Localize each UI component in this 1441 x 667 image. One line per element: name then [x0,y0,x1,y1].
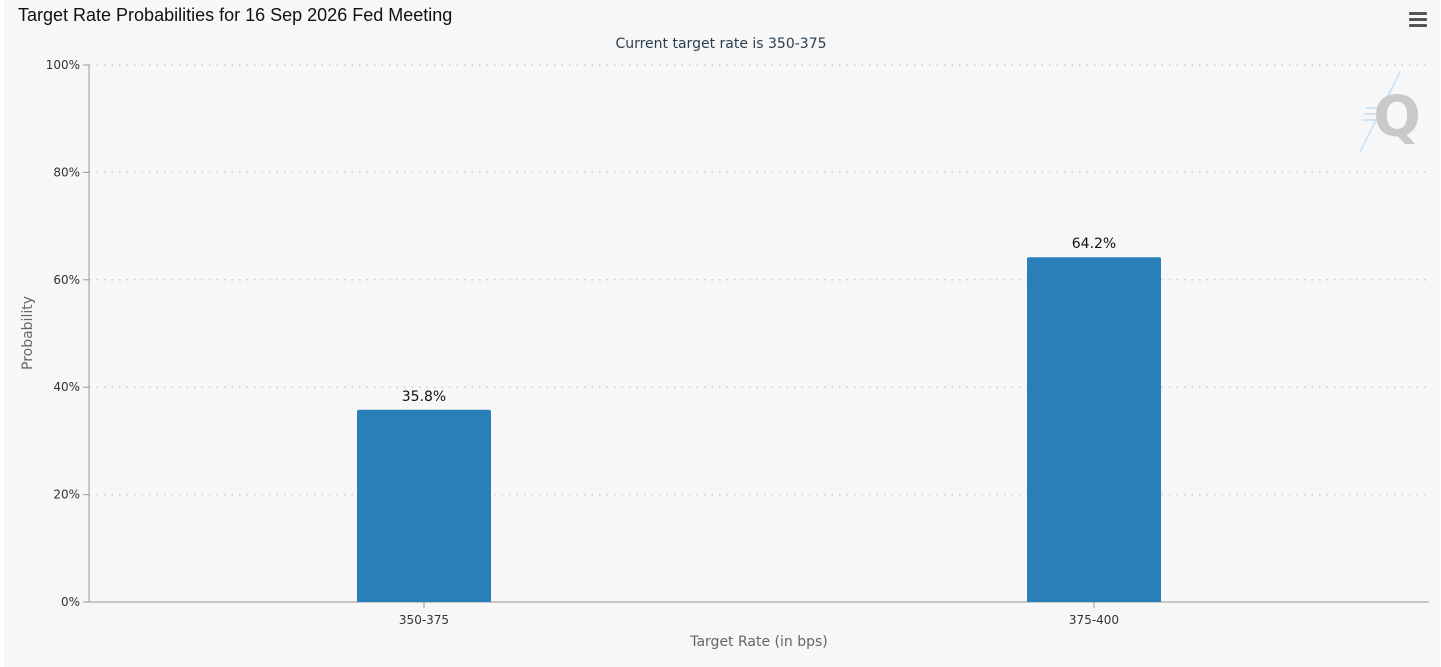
x-axis-title: Target Rate (in bps) [689,634,828,650]
y-tick-label: 20% [53,488,80,502]
labels: 0% 20% 40% 60% 80% 100% 35.8% 350-375 64.2% 375-4… [46,58,1119,627]
svg-text:Q: Q [1373,85,1421,150]
bar-350-375[interactable] [357,409,491,602]
bar-375-400[interactable] [1027,257,1161,602]
hamburger-menu-icon[interactable] [1406,8,1430,30]
data-label: 35.8% [402,389,446,405]
y-tick-label: 80% [53,165,80,179]
x-tick-label: 375-400 [1069,613,1119,627]
y-axis-title: Probability [20,296,36,370]
chart-title: Target Rate Probabilities for 16 Sep 202… [18,5,453,25]
y-tick-label: 40% [53,380,80,394]
q-logo-icon: Q [1359,71,1421,153]
chart-subtitle: Current target rate is 350-375 [615,36,826,52]
y-tick-label: 100% [46,58,80,72]
x-tick-label: 350-375 [399,613,449,627]
chart-container: Target Rate Probabilities for 16 Sep 202… [4,0,1440,667]
data-label: 64.2% [1072,236,1116,252]
y-tick-label: 0% [61,595,80,609]
grid-lines [89,64,1429,496]
y-tick-label: 60% [53,273,80,287]
bars [357,257,1161,602]
axes [83,64,1429,608]
